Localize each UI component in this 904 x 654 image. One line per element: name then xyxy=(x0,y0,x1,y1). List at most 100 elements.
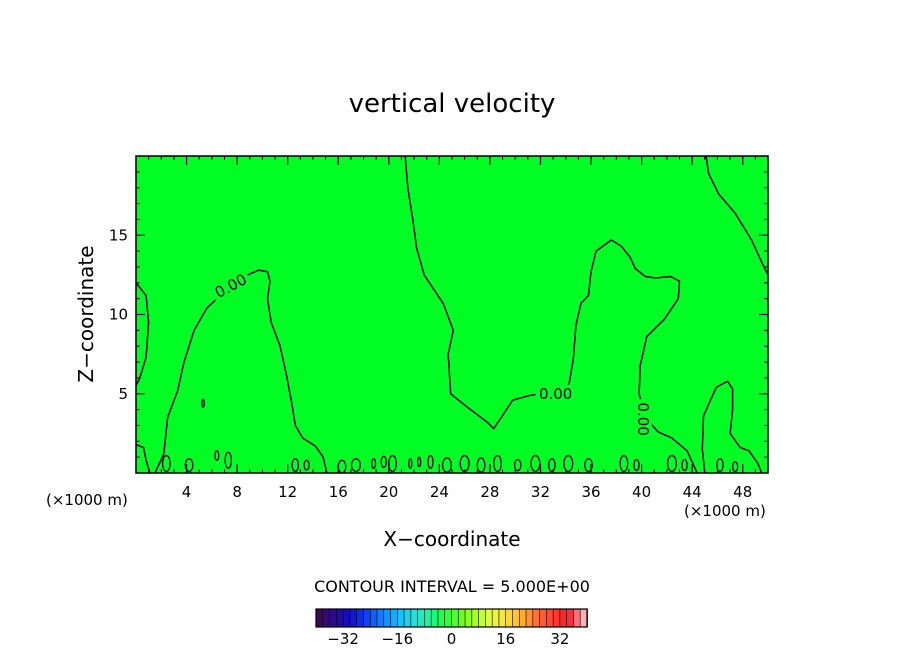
colorbar-segment xyxy=(444,608,453,628)
x-axis-label: X−coordinate xyxy=(383,527,520,551)
colorbar-segment xyxy=(356,608,365,628)
colorbar-segment xyxy=(363,608,371,628)
contour-blob xyxy=(161,454,171,473)
colorbar-segment xyxy=(417,608,426,628)
contour-blob xyxy=(416,456,422,468)
colorbar-segment xyxy=(518,608,527,628)
colorbar-segment xyxy=(457,608,466,628)
x-axis-unit-left: (×1000 m) xyxy=(46,491,128,509)
contour-blob xyxy=(513,458,522,472)
contour-blob xyxy=(291,458,300,473)
colorbar-segment xyxy=(546,608,554,628)
contour-blob xyxy=(530,454,541,473)
contour-label: 0.00 xyxy=(634,402,652,435)
contour-blob xyxy=(350,458,362,473)
x-tick-label: 8 xyxy=(232,483,242,501)
x-tick-label: 44 xyxy=(683,483,702,501)
colorbar-segment xyxy=(539,608,548,628)
contour-label-background xyxy=(208,268,253,304)
colorbar-segment xyxy=(525,608,534,628)
colorbar-segment xyxy=(552,608,561,628)
x-tick-label: 20 xyxy=(379,483,398,501)
contour-blob xyxy=(666,454,678,473)
colorbar-segment xyxy=(505,608,514,628)
contour-blob xyxy=(584,458,593,473)
colorbar-segment xyxy=(512,608,521,628)
contour-labels: 0.000.000.00 xyxy=(208,268,652,440)
contour-blob xyxy=(731,461,739,473)
contour-blob xyxy=(380,455,387,469)
contour-line xyxy=(135,282,150,387)
contour-blob xyxy=(493,454,502,473)
colorbar-segment xyxy=(559,608,568,628)
colorbar-segment xyxy=(329,608,338,628)
colorbar xyxy=(315,608,588,628)
colorbar-segment xyxy=(430,608,439,628)
colorbar-segment xyxy=(498,608,507,628)
x-tick-label: 24 xyxy=(430,483,449,501)
contour-line xyxy=(404,155,698,474)
contour-blob xyxy=(201,398,205,408)
contour-line xyxy=(701,380,763,474)
colorbar-segment xyxy=(471,608,480,628)
contour-blob xyxy=(303,459,310,471)
colorbar-segment xyxy=(410,608,419,628)
colorbar-frame xyxy=(315,608,588,628)
colorbar-segment xyxy=(566,608,575,628)
x-axis-ticks: 4 8 12 16 20 24 28 32 36 40 44 48 xyxy=(148,156,756,501)
contour-line xyxy=(135,443,151,474)
contour-blob xyxy=(214,450,220,461)
contour-label-background xyxy=(535,384,576,403)
colorbar-segment xyxy=(342,608,351,628)
x-tick-label: 40 xyxy=(632,483,651,501)
contour-interval-label: CONTOUR INTERVAL = 5.000E+00 xyxy=(314,577,590,596)
contour-blob xyxy=(441,457,453,473)
colorbar-tick-label: 16 xyxy=(496,630,515,648)
x-tick-label: 12 xyxy=(278,483,297,501)
y-tick-label: 15 xyxy=(109,226,128,244)
x-axis-unit-right: (×1000 m) xyxy=(684,502,766,520)
colorbar-segment xyxy=(369,608,378,628)
contour-fill xyxy=(136,156,768,473)
y-tick-label: 10 xyxy=(109,306,128,324)
plot-area: 0.000.000.00 4 8 12 16 20 24 28 32 36 40 44 48 5101… xyxy=(109,155,769,501)
contour-lines xyxy=(135,155,769,474)
contour-blob xyxy=(476,457,486,473)
colorbar-segment xyxy=(403,608,412,628)
colorbar-segment xyxy=(383,608,392,628)
contour-blob xyxy=(184,458,194,473)
colorbar-segment xyxy=(390,608,399,628)
colorbar-tick-label: 0 xyxy=(447,630,457,648)
colorbar-segment xyxy=(464,608,473,628)
contour-blob xyxy=(224,451,233,469)
contour-line xyxy=(705,155,769,276)
colorbar-segment xyxy=(532,608,541,628)
contour-blob xyxy=(548,458,556,473)
contour-label-background xyxy=(633,399,652,440)
contour-blob xyxy=(619,454,629,473)
x-tick-label: 28 xyxy=(480,483,499,501)
contour-blob xyxy=(563,454,574,473)
colorbar-segment xyxy=(573,608,582,628)
contour-blob xyxy=(371,458,377,469)
contour-label: 0.00 xyxy=(539,385,572,403)
contour-blobs xyxy=(161,398,739,474)
x-tick-label: 16 xyxy=(329,483,348,501)
contour-blob xyxy=(716,458,724,473)
contour-blob xyxy=(427,454,434,469)
contour-blob xyxy=(388,454,398,473)
x-tick-label: 4 xyxy=(182,483,192,501)
chart-title: vertical velocity xyxy=(349,89,556,119)
colorbar-segment xyxy=(491,608,500,628)
colorbar-segment xyxy=(322,608,331,628)
contour-blob xyxy=(633,458,640,472)
y-axis-ticks: 5 10 15 xyxy=(109,171,768,458)
colorbar-tick-label: 32 xyxy=(550,630,569,648)
contour-blob xyxy=(681,458,688,472)
contour-line xyxy=(154,269,328,474)
x-tick-label: 48 xyxy=(733,483,752,501)
colorbar-tick-label: −32 xyxy=(327,630,359,648)
colorbar-segment xyxy=(349,608,358,628)
colorbar-segment xyxy=(478,608,487,628)
